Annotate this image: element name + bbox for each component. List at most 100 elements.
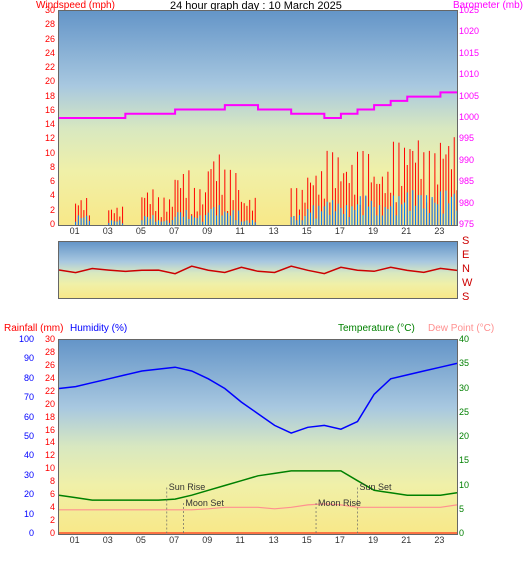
humidity-y-tick: 100 [19,334,34,344]
hour-tick: 19 [368,226,378,236]
direction-panel [58,241,458,299]
hour-tick: 23 [434,535,444,545]
rainfall-y-tick: 4 [50,502,55,512]
dewpoint-label: Dew Point (°C) [428,323,494,334]
hour-tick: 11 [235,226,244,236]
rainfall-y-tick: 18 [45,412,55,422]
humidity-y-tick: 40 [24,450,34,460]
rainfall-y-tick: 26 [45,360,55,370]
hour-tick: 05 [136,226,146,236]
wind-y-tick: 6 [50,176,55,186]
hour-tick: 07 [169,226,179,236]
hour-tick: 21 [401,226,411,236]
hour-tick: 11 [235,535,244,545]
dir-tick: S [462,291,469,303]
wind-barometer-panel [58,10,458,226]
baro-y-tick: 1015 [459,48,479,58]
humidity-y-tick: 20 [24,489,34,499]
humidity-y-tick: 60 [24,412,34,422]
rainfall-y-tick: 6 [50,489,55,499]
wind-y-tick: 8 [50,162,55,172]
wind-y-tick: 2 [50,205,55,215]
hour-tick: 15 [302,226,312,236]
wind-y-tick: 0 [50,219,55,229]
rainfall-y-tick: 14 [45,437,55,447]
humidity-y-tick: 30 [24,470,34,480]
wind-y-tick: 26 [45,34,55,44]
hour-tick: 01 [70,535,80,545]
wind-y-tick: 22 [45,62,55,72]
rainfall-y-tick: 28 [45,347,55,357]
humidity-y-tick: 50 [24,431,34,441]
hour-tick: 01 [70,226,80,236]
hour-tick: 09 [202,226,212,236]
dir-tick: N [462,263,470,275]
rainfall-y-tick: 2 [50,515,55,525]
rainfall-y-tick: 22 [45,386,55,396]
hour-tick: 23 [434,226,444,236]
baro-y-tick: 1000 [459,112,479,122]
humidity-line [59,363,457,433]
temp-y-tick: 35 [459,358,469,368]
baro-y-tick: 995 [459,133,474,143]
hour-tick: 19 [368,535,378,545]
rainfall-y-tick: 24 [45,373,55,383]
hour-tick: 15 [302,535,312,545]
baro-y-tick: 1020 [459,26,479,36]
wind-barometer-svg [59,11,457,225]
rainfall-y-tick: 10 [45,463,55,473]
temp-y-tick: 40 [459,334,469,344]
dewpoint-line [59,504,457,510]
rainfall-y-tick: 20 [45,399,55,409]
humidity-label: Humidity (%) [70,323,127,334]
climate-panel [58,339,458,535]
baro-y-tick: 1010 [459,69,479,79]
wind-y-tick: 30 [45,5,55,15]
rainfall-y-tick: 0 [50,528,55,538]
humidity-y-tick: 70 [24,392,34,402]
wind-y-tick: 16 [45,105,55,115]
dir-tick: W [462,277,472,289]
hour-tick: 07 [169,535,179,545]
hour-tick: 09 [202,535,212,545]
direction-svg [59,242,457,298]
hour-tick: 21 [401,535,411,545]
wind-y-tick: 20 [45,76,55,86]
sunrise-label: Sun Rise [169,482,206,492]
baro-y-tick: 1005 [459,91,479,101]
temp-y-tick: 10 [459,480,469,490]
wind-y-tick: 14 [45,119,55,129]
rainfall-y-tick: 30 [45,334,55,344]
temp-y-tick: 25 [459,407,469,417]
sunset-label: Sun Set [360,482,392,492]
baro-y-tick: 1025 [459,5,479,15]
wind-y-tick: 4 [50,190,55,200]
wind-y-tick: 12 [45,133,55,143]
baro-y-tick: 985 [459,176,474,186]
temp-y-tick: 30 [459,383,469,393]
hour-tick: 13 [269,535,279,545]
hour-tick: 03 [103,226,113,236]
barometer-line [59,92,457,118]
temperature-line [59,471,457,500]
humidity-y-tick: 10 [24,509,34,519]
moonrise-label: Moon Rise [318,498,361,508]
dir-tick: S [462,235,469,247]
temperature-label: Temperature (°C) [338,323,415,334]
temp-y-tick: 20 [459,431,469,441]
rainfall-label: Rainfall (mm) [4,323,63,334]
baro-y-tick: 975 [459,219,474,229]
dir-tick: E [462,249,469,261]
wind-y-tick: 10 [45,148,55,158]
hour-tick: 13 [269,226,279,236]
humidity-y-tick: 90 [24,353,34,363]
rainfall-y-tick: 8 [50,476,55,486]
hour-tick: 03 [103,535,113,545]
wind-y-tick: 18 [45,91,55,101]
temp-y-tick: 15 [459,455,469,465]
baro-y-tick: 980 [459,198,474,208]
direction-line [59,266,457,274]
rainfall-y-tick: 16 [45,425,55,435]
hour-tick: 17 [335,226,345,236]
humidity-y-tick: 80 [24,373,34,383]
